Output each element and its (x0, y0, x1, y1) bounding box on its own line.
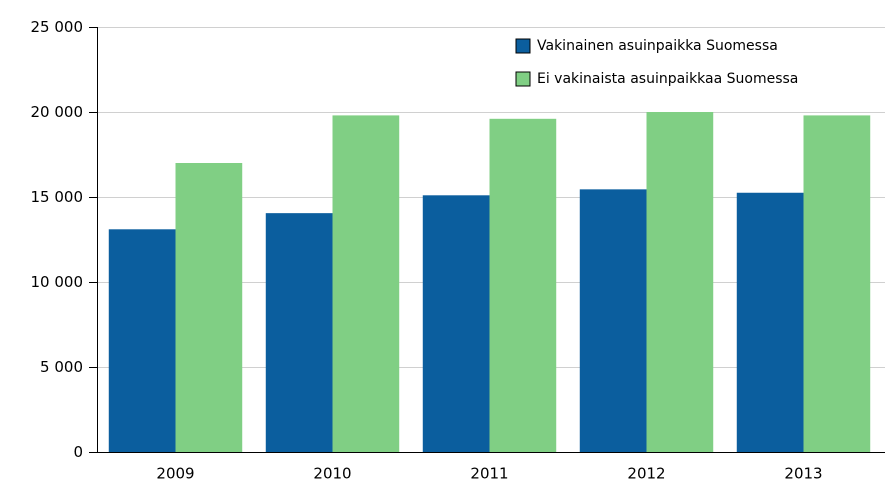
bar (646, 112, 714, 452)
legend-swatch (515, 38, 531, 54)
y-tick-label: 5 000 (40, 358, 83, 376)
x-tick-label: 2013 (784, 465, 822, 483)
bar (422, 195, 490, 453)
x-tick-label: 2011 (470, 465, 508, 483)
x-tick-label: 2009 (156, 465, 194, 483)
bar (736, 192, 804, 452)
bar (332, 115, 400, 453)
y-tick-label: 0 (73, 443, 83, 461)
bar (579, 189, 647, 452)
legend-swatch (515, 71, 531, 87)
bar (265, 213, 333, 452)
x-tick-label: 2012 (627, 465, 665, 483)
y-tick-label: 20 000 (31, 103, 84, 121)
bar (489, 118, 557, 453)
y-tick-label: 15 000 (31, 188, 84, 206)
bar (803, 115, 871, 453)
y-tick-label: 10 000 (31, 273, 84, 291)
bar (175, 163, 243, 452)
y-tick-label: 25 000 (31, 18, 84, 36)
x-tick-label: 2010 (313, 465, 351, 483)
legend-label: Ei vakinaista asuinpaikkaa Suomessa (537, 71, 798, 87)
legend-label: Vakinainen asuinpaikka Suomessa (537, 38, 778, 54)
bar (108, 229, 176, 452)
